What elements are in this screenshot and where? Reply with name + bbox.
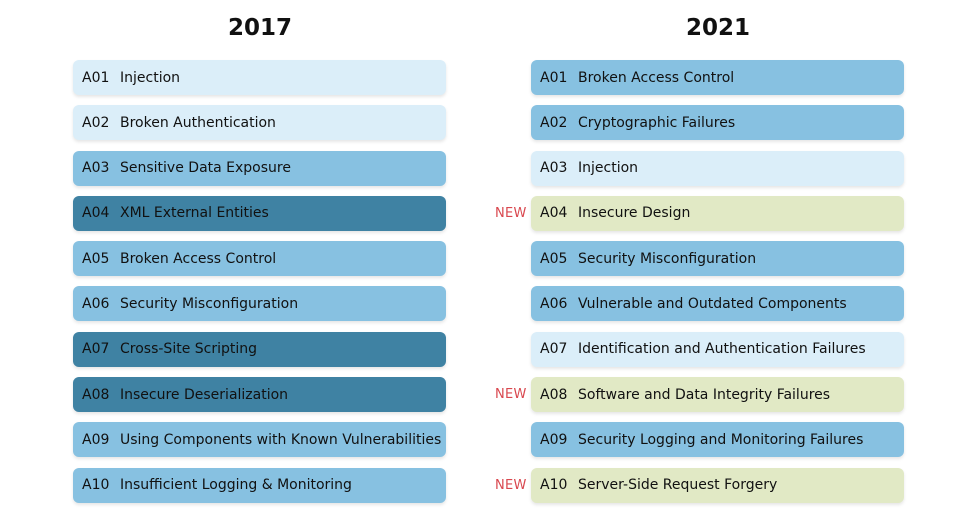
- risk-label: Broken Access Control: [120, 250, 277, 267]
- risk-label: Injection: [578, 160, 639, 177]
- risk-label: Injection: [120, 69, 181, 86]
- risk-item-2021-a09: A09 Security Logging and Monitoring Failu…: [531, 422, 904, 458]
- risk-label: Vulnerable and Outdated Components: [578, 295, 847, 312]
- risk-label: Sensitive Data Exposure: [120, 160, 291, 177]
- risk-label: XML External Entities: [120, 205, 269, 222]
- risk-item-2017-a07: A07 Cross-Site Scripting: [73, 331, 446, 367]
- risk-code: A07: [540, 341, 568, 358]
- new-badge: NEW: [495, 205, 527, 221]
- risk-item-2021-a07: A07 Identification and Authentication Fai…: [531, 331, 904, 367]
- risk-label: Security Misconfiguration: [120, 295, 299, 312]
- column-title-2017: 2017: [227, 15, 292, 41]
- risk-code: A06: [82, 295, 110, 312]
- risk-label: Broken Access Control: [578, 69, 735, 86]
- risk-label: Using Components with Known Vulnerabilit…: [120, 431, 442, 448]
- risk-code: A02: [540, 114, 568, 131]
- risk-code: A05: [540, 250, 568, 267]
- risk-item-2017-a06: A06 Security Misconfiguration: [73, 286, 446, 322]
- new-badge: NEW: [495, 477, 527, 493]
- risk-code: A01: [82, 69, 110, 86]
- risk-label: Server-Side Request Forgery: [578, 477, 778, 494]
- risk-label: Software and Data Integrity Failures: [578, 386, 831, 403]
- risk-code: A04: [540, 205, 568, 222]
- risk-label: Insecure Design: [578, 205, 691, 222]
- risk-item-2021-a04: NEW A04 Insecure Design: [495, 195, 904, 231]
- risk-item-2017-a04: A04 XML External Entities: [73, 195, 446, 231]
- risk-item-2017-a02: A02 Broken Authentication: [73, 105, 446, 141]
- column-title-2021: 2021: [685, 15, 750, 41]
- risk-code: A07: [82, 341, 110, 358]
- risk-item-2021-a08: NEW A08 Software and Data Integrity Failur…: [495, 377, 904, 413]
- risk-item-2017-a05: A05 Broken Access Control: [73, 241, 446, 277]
- risk-item-2017-a01: A01 Injection: [73, 60, 446, 95]
- risk-code: A10: [540, 477, 568, 494]
- risk-item-2021-a03: A03 Injection: [531, 150, 904, 186]
- new-badge: NEW: [495, 387, 527, 403]
- risk-item-2017-a08: A08 Insecure Deserialization: [73, 377, 446, 413]
- risk-item-2021-a10: NEW A10 Server-Side Request Forgery: [495, 467, 904, 503]
- risk-item-2017-a10: A10 Insufficient Logging & Monitoring: [73, 467, 446, 503]
- risk-code: A03: [540, 160, 568, 177]
- risk-code: A03: [82, 160, 110, 177]
- risk-code: A08: [540, 386, 568, 403]
- risk-code: A10: [82, 477, 110, 494]
- risk-item-2017-a03: A03 Sensitive Data Exposure: [73, 150, 446, 186]
- risk-label: Security Misconfiguration: [578, 250, 757, 267]
- risk-label: Insufficient Logging & Monitoring: [120, 477, 352, 494]
- risk-code: A02: [82, 114, 110, 131]
- risk-item-2021-a02: A02 Cryptographic Failures: [531, 105, 904, 141]
- risk-label: Security Logging and Monitoring Failures: [578, 431, 864, 448]
- risk-label: Identification and Authentication Failur…: [578, 341, 866, 358]
- list-2017: A01 Injection A02 Broken Authentication A03 S…: [73, 60, 446, 513]
- risk-code: A06: [540, 295, 568, 312]
- risk-code: A01: [540, 69, 568, 86]
- risk-label: Cryptographic Failures: [578, 114, 736, 131]
- risk-code: A04: [82, 205, 110, 222]
- risk-label: Broken Authentication: [120, 114, 276, 131]
- risk-label: Insecure Deserialization: [120, 386, 289, 403]
- risk-label: Cross-Site Scripting: [120, 341, 258, 358]
- risk-item-2021-a01: A01 Broken Access Control: [531, 60, 904, 95]
- risk-code: A05: [82, 250, 110, 267]
- risk-code: A09: [82, 431, 110, 448]
- list-2021: A01 Broken Access Control A02 Cryptographic…: [495, 60, 904, 513]
- risk-item-2017-a09: A09 Using Components with Known Vulnerabi…: [73, 422, 446, 458]
- risk-code: A09: [540, 431, 568, 448]
- risk-item-2021-a05: A05 Security Misconfiguration: [531, 241, 904, 277]
- risk-code: A08: [82, 386, 110, 403]
- risk-item-2021-a06: A06 Vulnerable and Outdated Components: [531, 286, 904, 322]
